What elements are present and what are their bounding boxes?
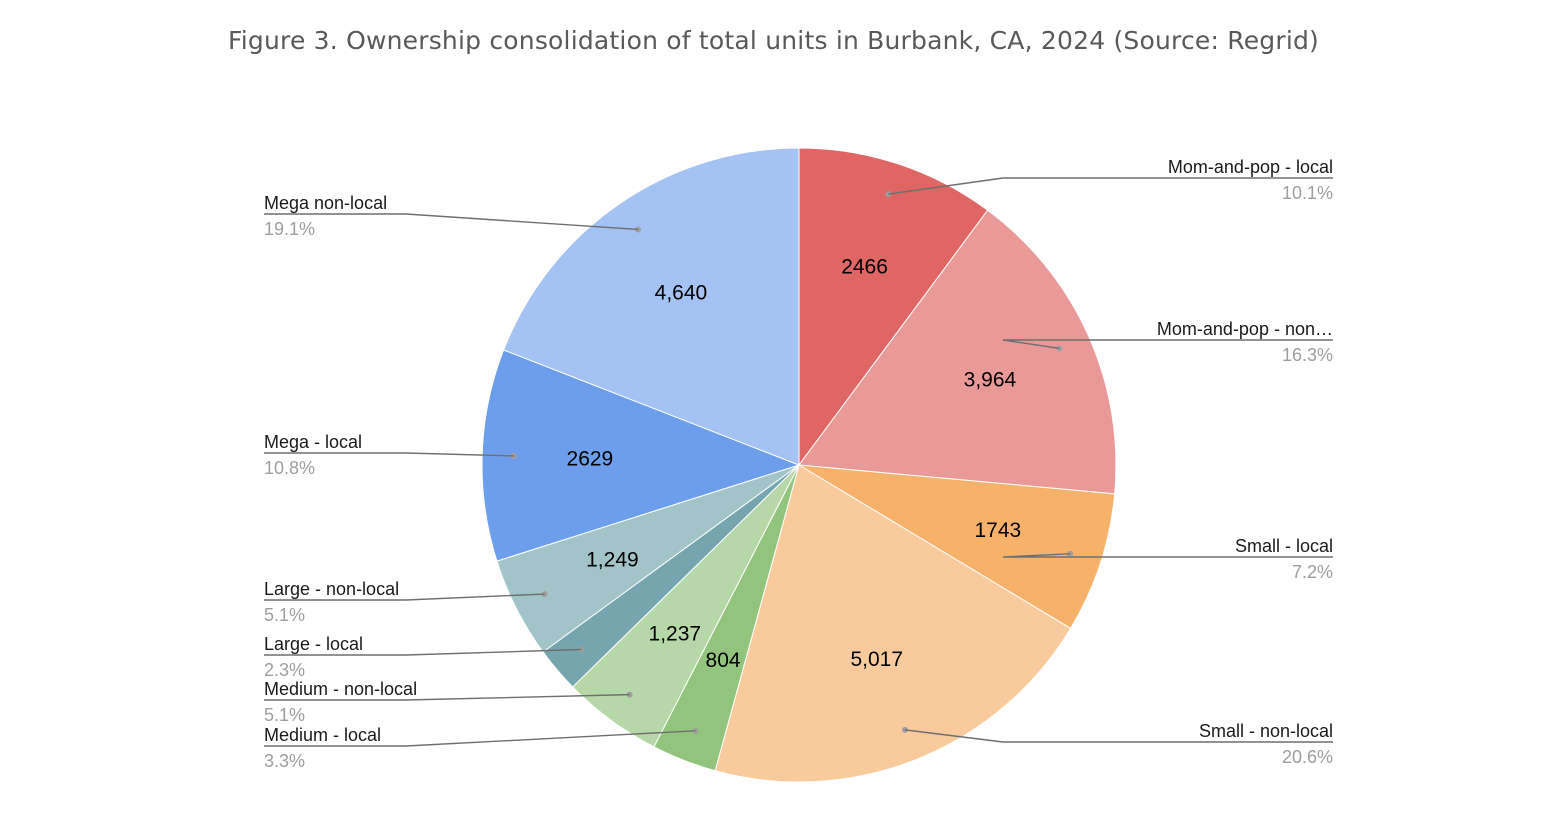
pie-slice-mom-and-pop-local	[798, 147, 989, 467]
slice-value-small-local: 1743	[974, 519, 1021, 542]
callout-line-large-non-local	[264, 593, 545, 601]
callout-percent-mega-non-local: 19.1%	[264, 219, 315, 239]
callout-name-mega-non-local: Mega non-local	[264, 193, 387, 213]
callout-percent-large-non-local: 5.1%	[264, 605, 305, 625]
pie-slices	[481, 147, 1117, 783]
slice-value-medium-non-local: 1,237	[649, 622, 702, 645]
callout-percent-medium-local: 3.3%	[264, 751, 305, 771]
chart-title: Figure 3. Ownership consolidation of tot…	[228, 26, 1319, 55]
slice-value-mom-and-pop-local: 2466	[841, 255, 888, 278]
callout-percent-large-local: 2.3%	[264, 660, 305, 680]
callout-line-medium-local	[264, 730, 696, 747]
callout-percent-mega-local: 10.8%	[264, 458, 315, 478]
slice-value-large-non-local: 1,249	[586, 549, 639, 572]
callout-line-mom-and-pop-local	[888, 177, 1333, 195]
slice-value-medium-local: 804	[706, 649, 741, 672]
callout-line-small-local	[1002, 553, 1333, 558]
callout-line-medium-non-local	[264, 693, 630, 701]
callout-line-mega-local	[264, 452, 514, 457]
callout-leaders	[264, 177, 1333, 747]
callout-line-mega-non-local	[264, 213, 639, 231]
callout-percent-medium-non-local: 5.1%	[264, 705, 305, 725]
callout-name-small-local: Small - local	[1235, 536, 1333, 556]
callout-line-mom-and-pop-non	[1002, 339, 1333, 350]
callout-name-large-non-local: Large - non-local	[264, 579, 399, 599]
callout-percent-mom-and-pop-local: 10.1%	[1282, 183, 1333, 203]
slice-value-mega-non-local: 4,640	[655, 281, 708, 304]
pie-slice-mom-and-pop-non	[798, 209, 1117, 495]
callout-percent-small-non-local: 20.6%	[1282, 747, 1333, 767]
callout-line-large-local	[264, 648, 582, 656]
callout-percent-mom-and-pop-non: 16.3%	[1282, 345, 1333, 365]
callout-name-large-local: Large - local	[264, 634, 363, 654]
callout-name-medium-non-local: Medium - non-local	[264, 679, 417, 699]
pie-slice-mega-non-local	[502, 147, 800, 466]
callout-labels: Mom-and-pop - local 10.1% Mom-and-pop - no…	[264, 157, 1333, 771]
slice-value-small-non-local: 5,017	[850, 648, 903, 671]
pie-slice-small-local	[798, 464, 1116, 630]
slice-value-mom-and-pop-non: 3,964	[964, 368, 1017, 391]
callout-line-small-non-local	[904, 729, 1333, 743]
callout-name-mega-local: Mega - local	[264, 432, 362, 452]
pie-slice-small-non-local	[714, 464, 1072, 783]
callout-name-mom-and-pop-local: Mom-and-pop - local	[1168, 157, 1333, 177]
callout-name-mom-and-pop-non: Mom-and-pop - non…	[1157, 319, 1333, 339]
slice-value-mega-local: 2629	[567, 447, 614, 470]
callout-name-small-non-local: Small - non-local	[1199, 721, 1333, 741]
callout-percent-small-local: 7.2%	[1292, 562, 1333, 582]
callout-name-medium-local: Medium - local	[264, 725, 381, 745]
